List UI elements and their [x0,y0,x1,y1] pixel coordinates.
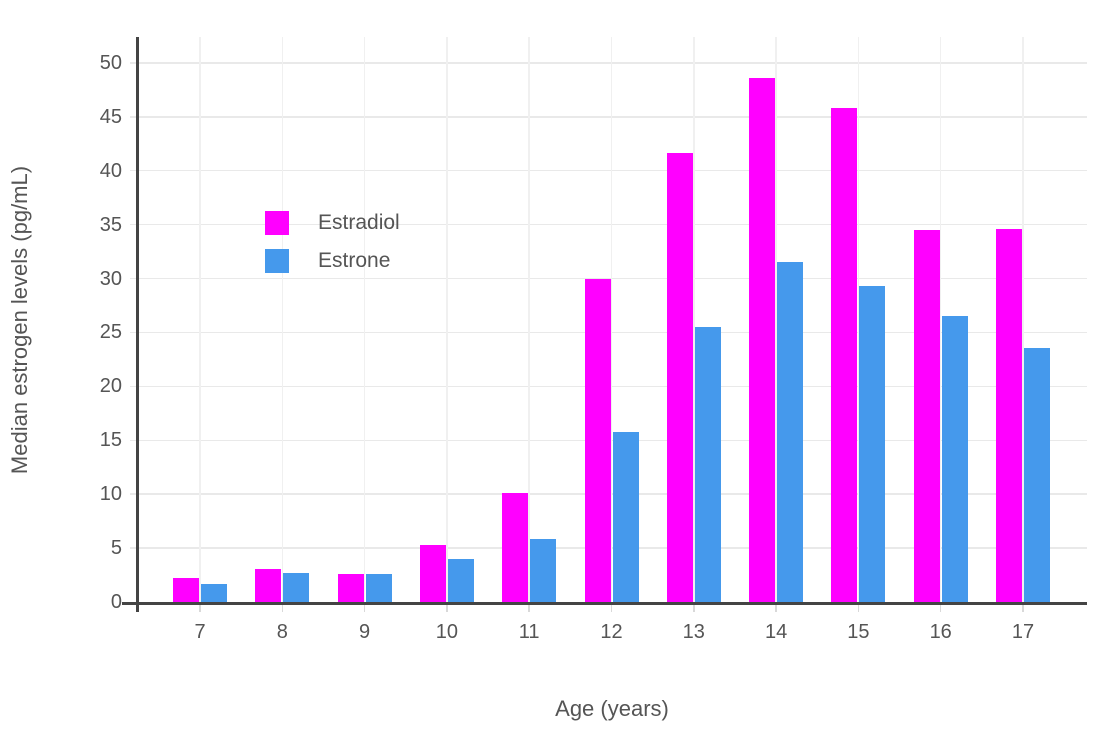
v-gridline [693,37,695,602]
plot-area: 0 5 10 15 20 25 30 35 40 45 50 7 8 9 10 11 12 13 14 15 16 17 [100,37,1087,642]
legend-label: Estradiol [318,211,400,234]
y-tick-label: 25 [99,321,122,344]
y-tick-label: 10 [99,483,122,506]
x-tick-mark [199,602,201,612]
h-gridline [138,62,1087,64]
x-tick-label: 9 [359,621,371,643]
y-tick-label: 15 [99,429,122,452]
x-tick-mark [693,602,695,612]
y-tick-label: 40 [99,159,122,182]
x-tick-mark [528,602,530,612]
legend-item-estradiol[interactable]: Estradiol [265,211,400,235]
v-gridline [446,37,448,602]
h-gridline [138,223,1087,226]
bar-estradiol [584,278,611,602]
y-tick-mark [130,223,138,226]
x-axis-line [122,602,1087,605]
bar-estrone [365,573,392,602]
y-tick-mark [130,547,138,549]
x-tick-mark [1022,602,1024,612]
y-tick-mark [130,169,138,172]
x-tick-label: 12 [600,621,623,643]
x-tick-mark [857,602,860,612]
bar-estrone [447,558,474,602]
y-axis-title: Median estrogen levels (pg/mL) [7,165,32,475]
v-gridline [363,37,366,602]
v-gridline [199,37,201,602]
bar-estradiol [831,108,858,602]
x-tick-label: 14 [764,621,788,643]
y-tick-mark [130,116,138,118]
legend-swatch [265,211,289,235]
v-gridline [1022,37,1024,602]
x-tick-mark [363,602,366,612]
h-gridline [138,116,1087,118]
legend-label: Estrone [318,249,391,272]
bar-estrone [201,583,227,602]
x-tick-label: 10 [435,621,459,643]
bar-estrone [941,316,968,602]
x-tick-label: 11 [518,621,540,643]
bar-estradiol [173,578,199,602]
v-gridline [939,37,942,602]
v-gridline [528,37,530,602]
x-axis-title: Age (years) [555,696,669,721]
y-tick-mark [130,493,138,495]
y-tick-mark [130,62,138,64]
h-gridline [138,277,1087,280]
x-tick-mark [446,602,448,612]
y-tick-label: 35 [99,213,122,236]
legend-swatch [265,249,289,273]
legend: Estradiol Estrone [265,211,400,287]
h-gridline [138,169,1087,172]
bar-estrone [694,327,721,602]
y-tick-label: 0 [110,591,122,613]
bar-estrone [777,262,804,602]
bar-estrone [530,539,557,602]
x-tick-label: 13 [682,621,705,643]
bar-estradiol [502,493,529,602]
x-tick-mark [775,602,777,612]
bar-estradiol [749,77,776,602]
v-gridline [857,37,860,602]
x-tick-label: 16 [929,621,952,643]
bar-estrone [612,431,639,602]
y-tick-label: 20 [99,375,122,398]
bar-estrone [859,286,886,602]
v-gridline [775,37,777,602]
y-tick-label: 45 [99,105,122,128]
v-gridline [281,37,284,602]
y-tick-label: 50 [99,51,122,74]
x-tick-label: 8 [276,621,288,643]
bar-estradiol [913,230,940,602]
bar-estradiol [996,228,1022,602]
h-gridline [138,331,1087,334]
x-tick-mark [939,602,942,612]
y-tick-mark [130,439,138,441]
bar-estradiol [255,568,282,602]
x-tick-mark [610,602,613,612]
bar-estrone [1024,347,1050,602]
y-axis-line [136,37,139,612]
bar-estradiol [666,153,693,602]
y-tick-mark [130,277,138,280]
x-tick-label: 15 [847,621,870,643]
y-tick-label: 30 [99,267,122,290]
bar-estrone [283,572,310,602]
bar-estradiol [337,573,364,602]
bar-estradiol [419,544,446,602]
y-tick-mark [130,331,138,334]
x-tick-label: 17 [1011,621,1035,643]
y-tick-label: 5 [110,537,122,560]
legend-item-estrone[interactable]: Estrone [265,249,400,273]
x-tick-mark [281,602,284,612]
h-gridline [138,385,1087,388]
x-tick-label: 7 [194,621,206,643]
y-tick-mark [130,385,138,388]
v-gridline [610,37,613,602]
